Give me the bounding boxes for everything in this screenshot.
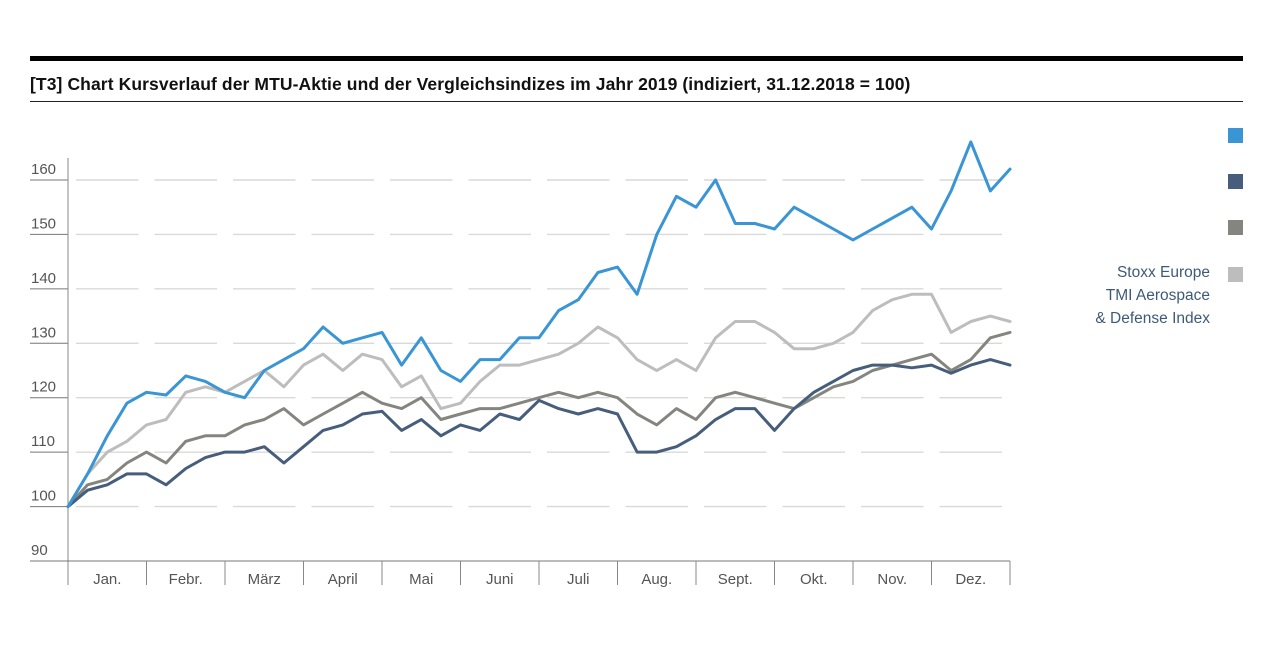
legend: Stoxx Europe TMI Aerospace & Defense Ind… [1060, 124, 1260, 344]
x-tick-label: Okt. [800, 571, 828, 588]
legend-label-stoxx: Stoxx Europe TMI Aerospace & Defense Ind… [1095, 261, 1210, 330]
x-tick-label: Mai [409, 571, 433, 588]
top-rule [30, 56, 1243, 61]
x-tick-label: Juni [486, 571, 514, 588]
legend-label-line-2: TMI Aerospace [1105, 287, 1210, 304]
x-tick-label: Febr. [169, 571, 203, 588]
x-tick-label: April [328, 571, 358, 588]
legend-swatch-series-3 [1228, 220, 1243, 235]
x-axis: Jan. Febr. März April Mai Juni Juli Aug. Sept. Ok… [30, 560, 1011, 588]
legend-label-line-1: Stoxx Europe [1116, 264, 1210, 281]
legend-label-line-3: & Defense Index [1095, 310, 1210, 327]
y-tick-label: 120 [31, 379, 56, 396]
y-tick-label: 110 [31, 433, 55, 450]
x-tick-label: Sept. [718, 571, 753, 588]
x-tick-label: Juli [567, 571, 590, 588]
legend-swatch-mtu [1228, 128, 1243, 143]
chart-title: [T3] Chart Kursverlauf der MTU-Aktie und… [30, 74, 911, 94]
series-line-1 [66, 140, 1012, 509]
gridlines [76, 179, 1002, 508]
y-tick-label: 100 [31, 488, 56, 505]
y-tick-label: 140 [31, 270, 56, 287]
legend-swatch-stoxx [1228, 267, 1243, 282]
series-line-3 [66, 330, 1012, 509]
series-lines [66, 140, 1012, 509]
y-axis: 90 100 110 120 130 140 150 160 [30, 158, 69, 585]
y-tick-label: 160 [31, 161, 56, 178]
y-tick-label: 130 [31, 324, 56, 341]
x-tick-label: Aug. [641, 571, 672, 588]
x-tick-label: Dez. [955, 571, 986, 588]
x-tick-label: März [248, 571, 281, 588]
series-line-2 [66, 358, 1012, 509]
legend-swatch-series-2 [1228, 174, 1243, 189]
y-tick-label: 90 [31, 542, 48, 559]
x-tick-label: Jan. [93, 571, 121, 588]
x-tick-label: Nov. [877, 571, 907, 588]
y-tick-label: 150 [31, 215, 56, 232]
title-rule [30, 101, 1243, 102]
